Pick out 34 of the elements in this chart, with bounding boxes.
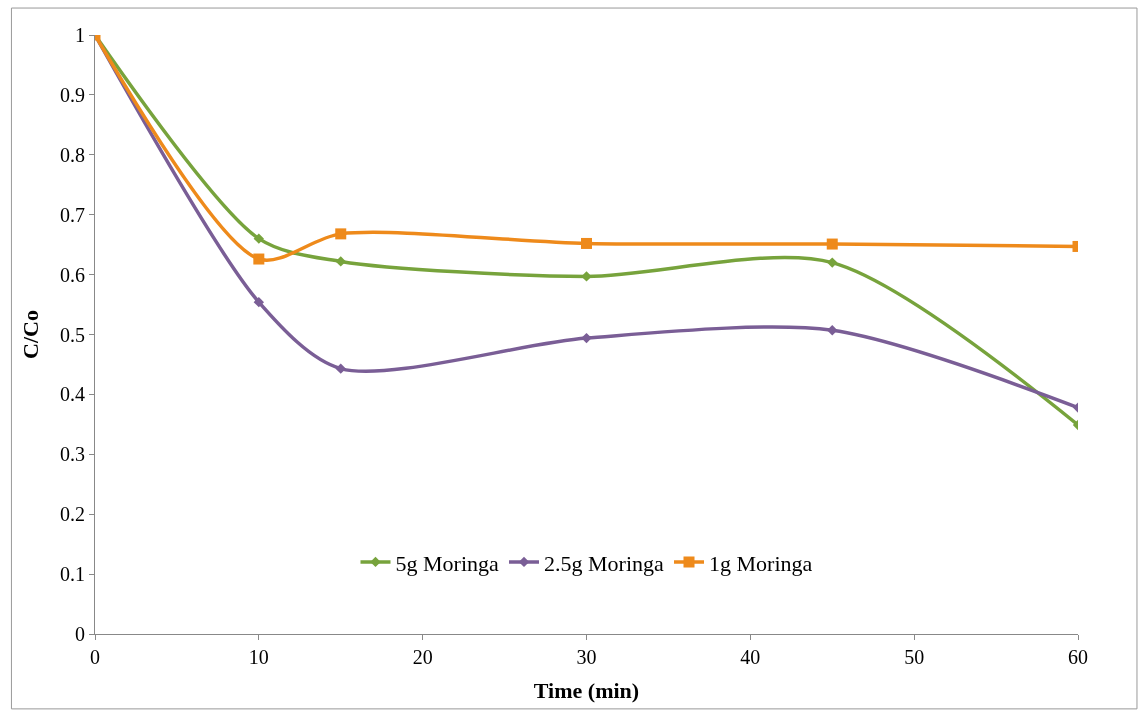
legend-label: 5g Moringa	[395, 550, 499, 576]
x-tick-label: 50	[904, 646, 925, 668]
y-tick-label: 0.8	[60, 143, 85, 166]
legend-label: 2.5g Moringa	[544, 550, 664, 576]
y-tick-label: 0.6	[60, 263, 85, 286]
point	[827, 257, 838, 268]
point	[581, 332, 592, 344]
point	[581, 237, 592, 249]
y-tick-label: 0.1	[60, 563, 85, 586]
y-tick-label: 0.9	[60, 83, 85, 106]
x-tick-label: 0	[90, 646, 100, 668]
y-tick-label: 0.5	[60, 323, 85, 346]
legend-label: 1g Moringa	[709, 550, 813, 576]
point	[335, 256, 346, 267]
y-tick-label: 1	[75, 24, 85, 46]
point	[335, 228, 347, 240]
x-tick-label: 10	[248, 646, 269, 668]
x-tick-label: 30	[576, 646, 597, 668]
y-tick-label: 0.2	[60, 503, 85, 526]
point	[253, 296, 265, 308]
x-axis-title: Time (min)	[533, 677, 640, 703]
x-tick-label: 20	[412, 646, 433, 668]
y-tick-label: 0	[75, 623, 85, 645]
point	[335, 363, 346, 374]
y-axis-title: C/Co	[17, 310, 43, 359]
y-tick-label: 0.4	[60, 383, 85, 406]
point	[253, 233, 265, 244]
y-tick-label: 0.7	[60, 203, 85, 226]
point	[253, 253, 265, 265]
point	[826, 238, 838, 250]
y-tick-label: 0.3	[60, 443, 85, 466]
x-tick-label: 60	[1068, 646, 1088, 668]
x-tick-label: 40	[740, 646, 761, 668]
point	[827, 325, 838, 336]
